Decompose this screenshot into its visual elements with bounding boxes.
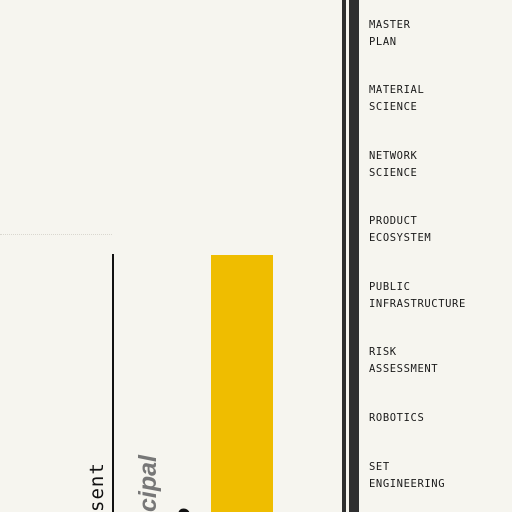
rotated-label-present: sent: [86, 462, 108, 512]
topic-label-line2: ENGINEERING: [369, 477, 446, 490]
topic-label-line1: SET: [369, 461, 390, 473]
rotated-label-principal: cipal: [134, 455, 162, 512]
topic-item-risk-assessment[interactable]: RISK ASSESSMENT: [369, 344, 512, 377]
rail-gap: [346, 0, 349, 512]
topic-label-line1: NETWORK: [369, 150, 418, 162]
topic-label-line1: PUBLIC: [369, 281, 411, 293]
dotted-divider: [0, 234, 112, 235]
topic-item-public-infrastructure[interactable]: PUBLIC INFRASTRUCTURE: [369, 279, 512, 312]
topic-label-line1: ROBOTICS: [369, 412, 425, 424]
topic-label-line2: SCIENCE: [369, 166, 418, 179]
topic-item-product-ecosystem[interactable]: PRODUCT ECOSYSTEM: [369, 213, 512, 246]
scroll-rail[interactable]: [342, 0, 359, 512]
topic-label-line1: MATERIAL: [369, 84, 425, 96]
vertical-rule: [112, 254, 114, 512]
topic-label-line1: MASTER: [369, 19, 411, 31]
topic-item-robotics[interactable]: ROBOTICS: [369, 410, 512, 427]
topic-label-line2: ASSESSMENT: [369, 362, 439, 375]
topic-label-line2: INFRASTRUCTURE: [369, 297, 466, 310]
topic-item-network-science[interactable]: NETWORK SCIENCE: [369, 148, 512, 181]
highlight-bar[interactable]: [211, 255, 273, 512]
topic-label-line2: PLAN: [369, 35, 397, 48]
rotated-label-p: P: [172, 508, 203, 512]
topic-item-master-plan[interactable]: MASTER PLAN: [369, 17, 512, 50]
topic-label-line1: RISK: [369, 346, 397, 358]
topic-label-line1: PRODUCT: [369, 215, 418, 227]
topic-list: MASTER PLAN MATERIAL SCIENCE NETWORK SCI…: [369, 0, 512, 512]
topic-item-set-engineering[interactable]: SET ENGINEERING: [369, 459, 512, 492]
topic-label-line2: ECOSYSTEM: [369, 231, 432, 244]
topic-item-material-science[interactable]: MATERIAL SCIENCE: [369, 82, 512, 115]
topic-label-line2: SCIENCE: [369, 100, 418, 113]
